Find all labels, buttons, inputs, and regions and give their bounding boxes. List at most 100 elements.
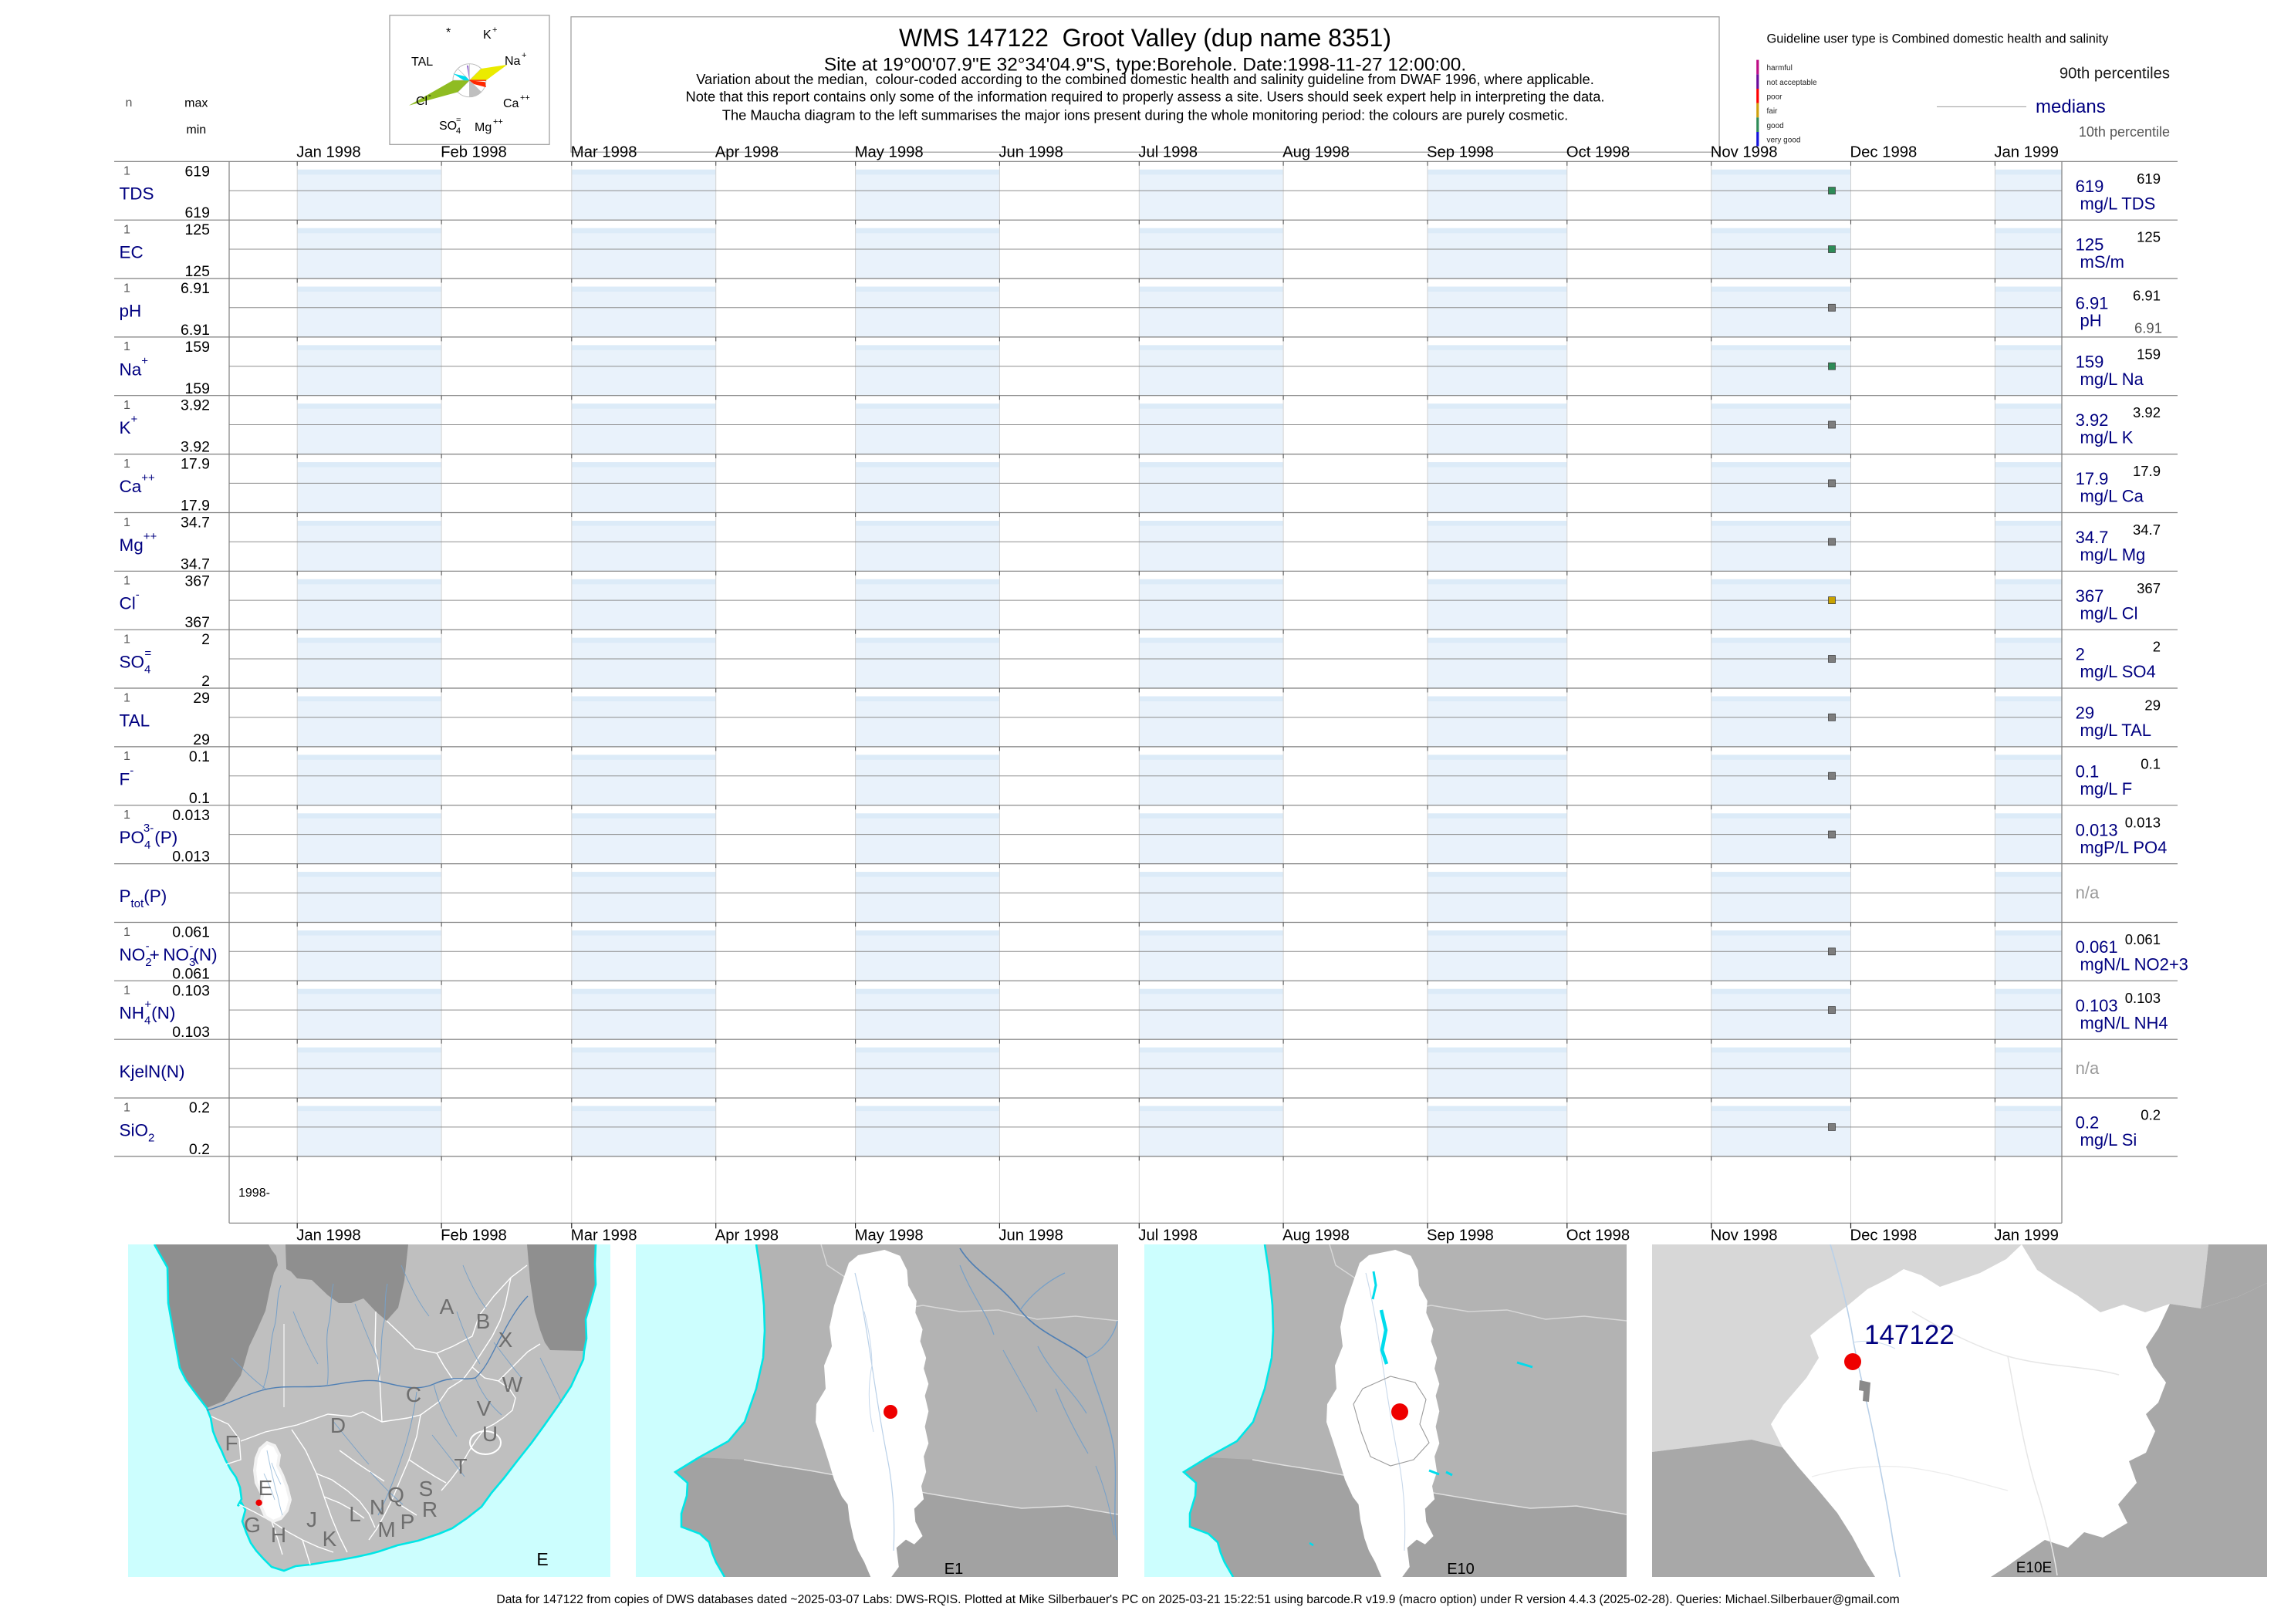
- svg-text:Feb 1998: Feb 1998: [441, 144, 507, 161]
- svg-text:1: 1: [123, 926, 130, 939]
- svg-text:F: F: [225, 1431, 238, 1455]
- svg-text:mgN/L NH4: mgN/L NH4: [2080, 1013, 2168, 1032]
- svg-text:max: max: [184, 97, 208, 110]
- svg-text:Apr 1998: Apr 1998: [715, 1227, 779, 1244]
- svg-text:+: +: [522, 51, 526, 60]
- svg-text:Dec 1998: Dec 1998: [1850, 144, 1918, 161]
- svg-text:29: 29: [193, 690, 210, 707]
- svg-text:E1: E1: [944, 1561, 963, 1578]
- svg-text:2: 2: [2076, 645, 2085, 664]
- svg-text:S: S: [419, 1477, 434, 1501]
- svg-text:medians: medians: [2036, 96, 2106, 117]
- svg-text:0.061: 0.061: [2125, 931, 2161, 947]
- svg-text:++: ++: [520, 93, 530, 103]
- svg-text:3.92: 3.92: [2133, 404, 2161, 420]
- svg-text:WMS 147122 Groot Valley (dup: WMS 147122 Groot Valley (dup name 8351): [899, 24, 1391, 52]
- svg-text:fair: fair: [1767, 107, 1779, 116]
- svg-text:3.92: 3.92: [181, 439, 210, 456]
- svg-text:=: =: [456, 116, 461, 125]
- svg-text:Jan 1999: Jan 1999: [1994, 1227, 2058, 1244]
- svg-text:1: 1: [123, 809, 130, 822]
- svg-text:mg/L K: mg/L K: [2080, 428, 2134, 447]
- svg-text:34.7: 34.7: [181, 515, 210, 532]
- svg-text:Q: Q: [387, 1483, 404, 1507]
- svg-text:0.013: 0.013: [172, 807, 210, 824]
- svg-text:0.013: 0.013: [172, 849, 210, 866]
- svg-text:0.2: 0.2: [2076, 1113, 2100, 1133]
- svg-text:619: 619: [184, 163, 210, 180]
- svg-text:6.91: 6.91: [2134, 320, 2162, 336]
- svg-text:harmful: harmful: [1767, 64, 1793, 73]
- svg-text:TAL: TAL: [120, 711, 150, 730]
- svg-text:Nov 1998: Nov 1998: [1711, 144, 1778, 161]
- svg-text:147122: 147122: [1864, 1320, 1955, 1350]
- svg-text:29: 29: [2076, 704, 2094, 723]
- svg-text:34.7: 34.7: [2133, 522, 2161, 538]
- svg-text:C: C: [406, 1383, 421, 1406]
- svg-text:++: ++: [493, 117, 503, 127]
- svg-text:mgN/L NO2+3: mgN/L NO2+3: [2080, 955, 2188, 974]
- svg-text:29: 29: [193, 731, 210, 748]
- svg-text:0.2: 0.2: [189, 1141, 210, 1158]
- svg-text:pH: pH: [2080, 311, 2102, 330]
- svg-text:E10: E10: [1447, 1561, 1475, 1578]
- svg-text:0.013: 0.013: [2125, 814, 2161, 830]
- svg-text:1: 1: [123, 165, 130, 178]
- svg-text:N: N: [370, 1495, 385, 1519]
- svg-text:0.061: 0.061: [172, 924, 210, 941]
- svg-text:Mg: Mg: [475, 121, 492, 134]
- svg-text:*: *: [446, 26, 451, 39]
- svg-text:29: 29: [2144, 697, 2161, 714]
- svg-text:Dec 1998: Dec 1998: [1850, 1227, 1918, 1244]
- svg-text:2: 2: [201, 673, 210, 690]
- svg-text:367: 367: [2076, 586, 2104, 606]
- svg-text:M: M: [377, 1518, 395, 1541]
- svg-text:17.9: 17.9: [2133, 463, 2161, 479]
- svg-text:K: K: [323, 1527, 337, 1551]
- svg-text:Variation about the median, c: Variation about the median, colour-coded…: [696, 71, 1594, 87]
- svg-text:E10E: E10E: [2016, 1560, 2052, 1576]
- svg-text:Site at 19°00'07.9"E 32°34'04.: Site at 19°00'07.9"E 32°34'04.9"S, type:…: [824, 55, 1466, 76]
- svg-text:NH4+(N): NH4+(N): [120, 998, 176, 1028]
- svg-text:G: G: [244, 1513, 261, 1537]
- svg-text:mg/L Cl: mg/L Cl: [2080, 603, 2138, 623]
- svg-text:Jan 1998: Jan 1998: [296, 144, 360, 161]
- svg-text:125: 125: [2076, 235, 2104, 255]
- svg-text:SO: SO: [439, 120, 457, 133]
- svg-text:mgP/L PO4: mgP/L PO4: [2080, 838, 2168, 857]
- svg-text:mS/m: mS/m: [2080, 252, 2124, 272]
- svg-text:Jan 1998: Jan 1998: [296, 1227, 360, 1244]
- svg-text:159: 159: [184, 380, 210, 397]
- svg-text:very good: very good: [1767, 137, 1801, 145]
- svg-text:6.91: 6.91: [181, 280, 210, 297]
- svg-text:159: 159: [184, 339, 210, 356]
- svg-text:0.103: 0.103: [2125, 990, 2161, 1006]
- svg-text:Nov 1998: Nov 1998: [1711, 1227, 1778, 1244]
- svg-text:R: R: [422, 1497, 438, 1521]
- svg-text:D: D: [330, 1413, 346, 1437]
- svg-text:not acceptable: not acceptable: [1767, 79, 1817, 87]
- svg-text:Oct 1998: Oct 1998: [1566, 1227, 1630, 1244]
- svg-text:0.2: 0.2: [189, 1099, 210, 1116]
- svg-text:367: 367: [184, 614, 210, 631]
- svg-text:Guideline user type is Combine: Guideline user type is Combined domestic…: [1767, 32, 2110, 46]
- svg-text:E: E: [258, 1476, 273, 1500]
- svg-text:1: 1: [123, 575, 130, 588]
- svg-text:4: 4: [456, 127, 461, 136]
- svg-text:H: H: [271, 1523, 286, 1547]
- svg-text:1: 1: [123, 340, 130, 353]
- svg-text:1: 1: [123, 691, 130, 704]
- svg-text:Feb 1998: Feb 1998: [441, 1227, 507, 1244]
- svg-text:TDS: TDS: [120, 184, 154, 204]
- svg-text:2: 2: [2153, 639, 2161, 655]
- svg-text:Aug 1998: Aug 1998: [1282, 1227, 1350, 1244]
- svg-text:0.103: 0.103: [2076, 996, 2118, 1015]
- svg-text:V: V: [477, 1396, 492, 1420]
- svg-text:1: 1: [123, 224, 130, 237]
- svg-text:poor: poor: [1767, 93, 1783, 102]
- svg-text:0.1: 0.1: [2141, 755, 2161, 771]
- svg-text:min: min: [186, 123, 206, 137]
- svg-text:Oct 1998: Oct 1998: [1566, 144, 1630, 161]
- svg-text:0.2: 0.2: [2141, 1107, 2161, 1123]
- svg-text:P: P: [400, 1510, 415, 1534]
